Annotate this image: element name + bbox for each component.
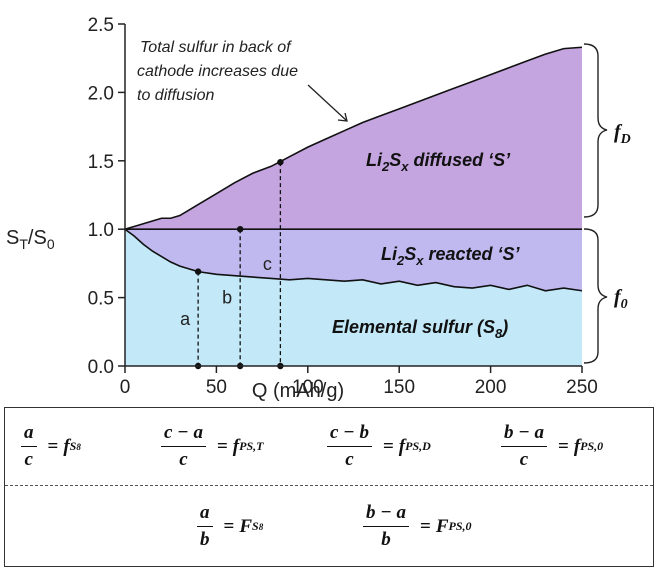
f0-bracket-label: f0 <box>614 286 628 312</box>
fd-bracket <box>583 43 608 218</box>
diffusion-annotation-line-2: cathode increases due <box>137 63 298 80</box>
y-tick-label: 0.5 <box>88 289 114 310</box>
diffused-area <box>125 47 582 230</box>
diffusion-annotation-line-1: Total sulfur in back of <box>140 39 292 56</box>
reacted-region-label: Li2Sx reacted ‘S’ <box>381 244 521 268</box>
marker-top-b <box>236 226 244 233</box>
marker-label-b: b <box>222 288 232 308</box>
formula-divider <box>5 485 653 486</box>
x-tick-label: 200 <box>475 377 507 398</box>
annotation-arrow <box>307 84 348 122</box>
x-tick-label: 250 <box>566 377 598 398</box>
x-tick-label: 150 <box>383 377 415 398</box>
marker-top-c <box>277 158 284 166</box>
x-tick-label: 0 <box>120 377 131 398</box>
x-axis-title: Q (mAh/g) <box>252 380 344 402</box>
elemental-sulfur-line <box>124 228 583 292</box>
fd-bracket-label: fD <box>614 121 631 147</box>
y-tick-label: 1.5 <box>88 152 114 173</box>
y-axis-title: ST/S0 <box>6 227 55 252</box>
elemental-area <box>125 229 582 366</box>
x-tick-label: 50 <box>206 377 227 398</box>
y-tick-label: 0.0 <box>88 357 114 378</box>
x-tick-label: 100 <box>292 377 324 398</box>
y-tick-label: 2.5 <box>88 15 114 36</box>
f0-bracket <box>583 228 608 364</box>
chart: a b c 0.0 0.5 1.0 1.5 2.0 2.5 0 50 100 150 200 250 ST… <box>6 15 631 402</box>
diffusion-annotation-line-3: to diffusion <box>137 87 214 104</box>
total-sulfur-line <box>124 46 583 230</box>
marker-label-c: c <box>263 254 272 274</box>
marker-label-a: a <box>180 309 191 329</box>
marker-top-a <box>194 268 202 275</box>
diffused-region-label: Li2Sx diffused ‘S’ <box>366 150 511 174</box>
y-tick-label: 2.0 <box>88 83 114 104</box>
elemental-region-label: Elemental sulfur (S8) <box>332 317 508 341</box>
y-tick-label: 1.0 <box>88 220 114 241</box>
